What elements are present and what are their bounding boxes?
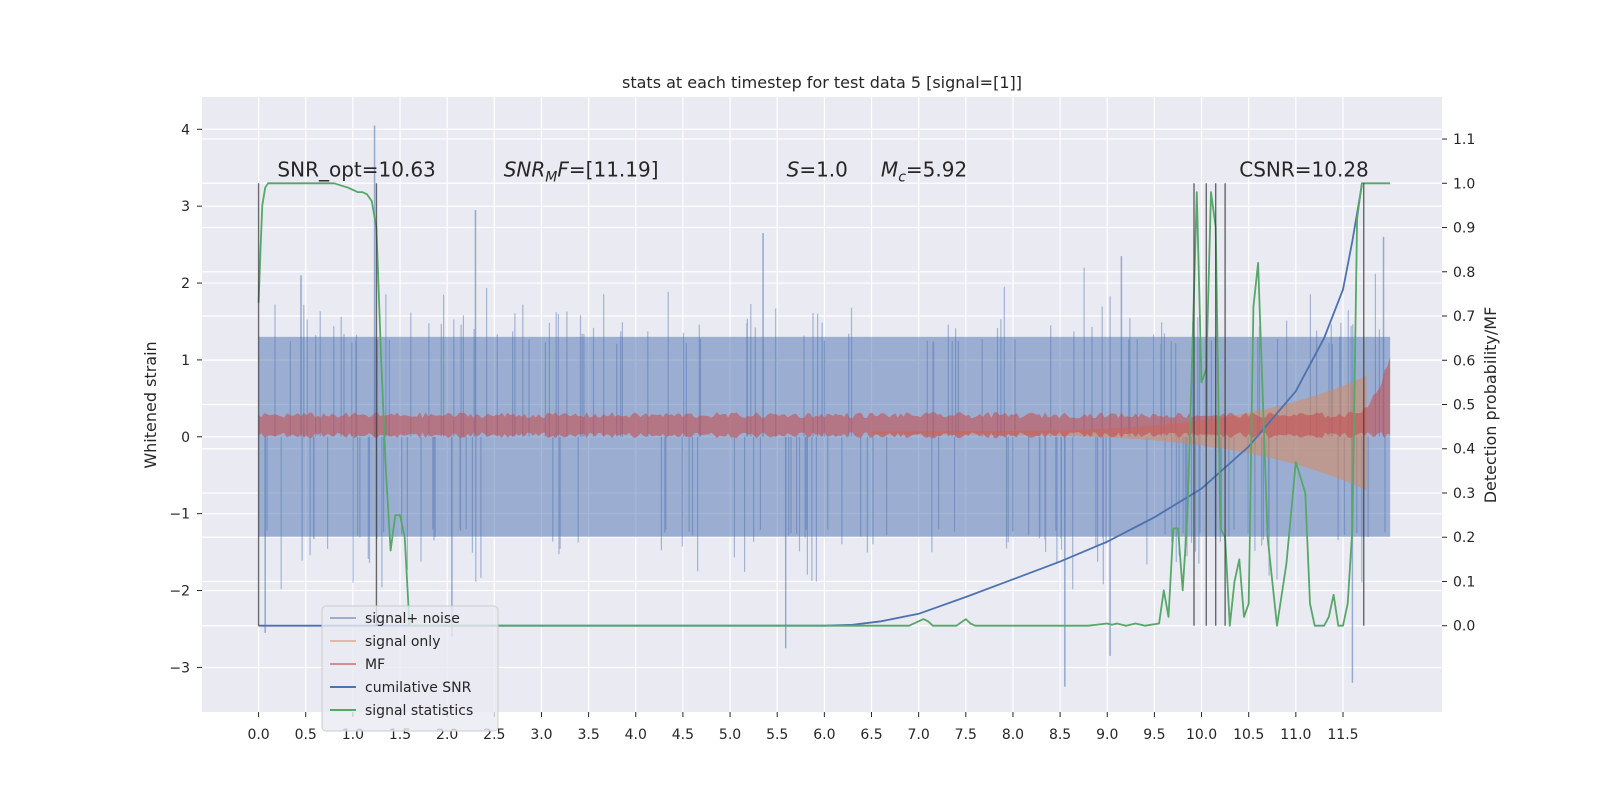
x-tick-label: 8.5 (1049, 727, 1071, 743)
y-tick-label: 0 (181, 430, 190, 446)
signal-statistics-line (257, 182, 1391, 627)
legend-label: MF (365, 657, 385, 673)
x-tick-label: 0.0 (247, 727, 269, 743)
legend-label: cumilative SNR (365, 680, 472, 696)
annotations: SNR_opt=10.63 SNRMF=[11.19] S=1.0 Mc=5.92 CS… (277, 158, 1368, 186)
x-tick-label: 10.5 (1233, 727, 1264, 743)
y-right-tick-label: 0.5 (1453, 398, 1475, 414)
y-right-tick-label: 0.0 (1453, 619, 1475, 635)
y-right-tick-label: 1.0 (1453, 176, 1475, 192)
y-axis-label-left: Whitened strain (141, 341, 160, 468)
x-tick-label: 7.5 (955, 727, 977, 743)
y-right-tick-label: 0.4 (1453, 442, 1475, 458)
mf-band (258, 356, 1391, 439)
x-tick-label: 4.0 (625, 727, 647, 743)
annotation: Mc=5.92 (881, 158, 967, 186)
x-tick-label: 3.5 (577, 727, 599, 743)
y-right-tick-label: 1.1 (1453, 132, 1475, 148)
x-tick-label: 4.5 (672, 727, 694, 743)
legend-box (321, 605, 499, 732)
annotation: S=1.0 (787, 158, 848, 182)
vertical-lines (257, 183, 1365, 626)
legend-label: signal+ noise (365, 611, 460, 627)
annotation: SNR_opt=10.63 (277, 158, 435, 182)
y-right-tick-label: 0.3 (1453, 486, 1475, 502)
y-axis-label-right: Detection probability/MF (1481, 307, 1500, 504)
x-tick-label: 6.5 (860, 727, 882, 743)
x-tick-label: 3.0 (530, 727, 552, 743)
x-tick-label: 9.0 (1096, 727, 1118, 743)
annotation: SNRMF=[11.19] (504, 158, 659, 186)
x-tick-label: 8.0 (1002, 727, 1024, 743)
legend: signal+ noise signal only MF cumilative SNR… (321, 605, 499, 732)
y-tick-label: 3 (181, 199, 190, 215)
y-ticks-left: 4 3 2 1 0 −1 −2 −3 (169, 122, 202, 676)
y-tick-label: −1 (169, 507, 190, 523)
x-tick-label: 5.5 (766, 727, 788, 743)
y-right-tick-label: 0.2 (1453, 530, 1475, 546)
x-tick-label: 7.0 (908, 727, 930, 743)
legend-label: signal only (365, 634, 440, 650)
x-tick-label: 11.0 (1280, 727, 1311, 743)
y-ticks-right: 1.1 1.0 0.9 0.8 0.7 0.6 0.5 0.4 0.3 0.2 0.1 0.0 (1442, 132, 1475, 635)
y-right-tick-label: 0.6 (1453, 353, 1475, 369)
y-tick-label: 2 (181, 276, 190, 292)
y-tick-label: 4 (181, 122, 190, 138)
x-tick-label: 5.0 (719, 727, 741, 743)
cumulative-snr-line (258, 185, 1363, 627)
annotation: CSNR=10.28 (1239, 158, 1369, 182)
y-right-tick-label: 0.8 (1453, 265, 1475, 281)
plot-layer (257, 125, 1391, 687)
chart-title: stats at each timestep for test data 5 [… (622, 73, 1022, 92)
y-tick-label: −3 (169, 660, 190, 676)
legend-label: signal statistics (365, 703, 473, 719)
y-tick-label: 1 (181, 353, 190, 369)
y-tick-label: −2 (169, 584, 190, 600)
x-tick-label: 11.5 (1327, 727, 1358, 743)
x-tick-label: 9.5 (1143, 727, 1165, 743)
x-tick-label: 10.0 (1186, 727, 1217, 743)
x-tick-label: 6.0 (813, 727, 835, 743)
y-right-tick-label: 0.7 (1453, 309, 1475, 325)
y-right-tick-label: 0.1 (1453, 574, 1475, 590)
y-right-tick-label: 0.9 (1453, 221, 1475, 237)
x-tick-label: 0.5 (295, 727, 317, 743)
